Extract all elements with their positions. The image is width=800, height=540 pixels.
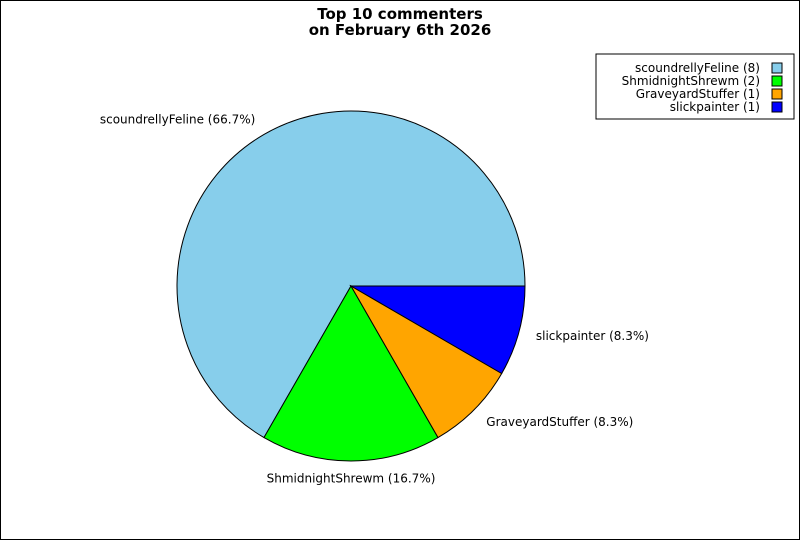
pie-slice-scoundrellyfeline	[176, 110, 526, 439]
pie-slice-graveyardstuffer	[349, 284, 503, 439]
chart-title-line-2: on February 6th 2026	[308, 21, 492, 39]
legend-swatch-scoundrellyfeline	[771, 62, 783, 74]
pie-slices	[176, 110, 526, 462]
pie-slice-labels: scoundrellyFeline (66.7%) ShmidnightShrew…	[100, 112, 649, 485]
legend-label-scoundrellyfeline: scoundrellyFeline (8)	[635, 61, 760, 75]
pie-slice-slickpainter	[349, 285, 526, 375]
legend-label-slickpainter: slickpainter (1)	[670, 100, 760, 114]
slice-label-shmidnightshrewm: ShmidnightShrewm (16.7%)	[267, 472, 436, 486]
legend-swatch-shmidnightshrewm	[771, 75, 783, 87]
chart-title-line-1: Top 10 commenters	[317, 5, 483, 23]
pie-slice-shmidnightshrewm	[263, 284, 439, 462]
legend-label-graveyardstuffer: GraveyardStuffer (1)	[636, 87, 760, 101]
legend: scoundrellyFeline (8)ShmidnightShrewm (2…	[595, 53, 795, 120]
legend-box	[595, 53, 795, 120]
slice-label-graveyardstuffer: GraveyardStuffer (8.3%)	[486, 415, 633, 429]
legend-swatch-graveyardstuffer	[771, 88, 783, 100]
slice-label-scoundrellyfeline: scoundrellyFeline (66.7%)	[100, 112, 255, 126]
slice-label-slickpainter: slickpainter (8.3%)	[536, 329, 649, 343]
legend-swatch-slickpainter	[771, 101, 783, 113]
legend-label-shmidnightshrewm: ShmidnightShrewm (2)	[622, 74, 760, 88]
